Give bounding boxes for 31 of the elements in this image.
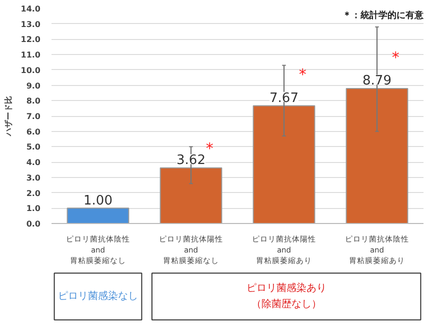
bar	[252, 105, 316, 224]
y-tick-label: 2.0	[26, 188, 41, 198]
text: ピロリ菌感染あり	[246, 282, 326, 294]
data-label: 8.79	[362, 74, 392, 89]
text: （除菌歴なし）	[251, 298, 322, 310]
y-tick-label: 5.0	[26, 142, 41, 152]
data-label: 3.62	[176, 153, 206, 168]
annotation: *	[206, 139, 214, 158]
y-tick-label: 6.0	[26, 127, 41, 136]
data-label: 7.67	[270, 90, 298, 106]
annotation: ＊：統計学的に有意	[342, 10, 424, 22]
annotation: *	[298, 66, 307, 84]
y-tick-label: 9.0	[26, 81, 41, 90]
annotation: *	[392, 48, 400, 67]
y-tick-label: 14.0	[20, 4, 41, 14]
y-tick-label: 10.0	[20, 66, 41, 75]
data-label: 1.00	[84, 193, 112, 208]
y-tick-label: 4.0	[26, 158, 41, 168]
y-tick-label: 0.0	[26, 220, 41, 228]
y-tick-label: 1.0	[26, 204, 41, 214]
text: ピロリ菌感染なし	[58, 290, 138, 302]
bar	[160, 167, 222, 224]
y-tick-label: 8.0	[26, 96, 41, 106]
y-tick-label: 7.0	[26, 112, 41, 121]
y-tick-label: 13.0	[20, 20, 41, 29]
y-tick-label: 3.0	[26, 173, 41, 182]
y-tick-label: 12.0	[20, 35, 41, 44]
y-tick-label: 11.0	[20, 50, 41, 60]
bar	[346, 88, 408, 224]
y-axis-title: ハザード比	[4, 96, 13, 137]
bar	[66, 208, 130, 224]
